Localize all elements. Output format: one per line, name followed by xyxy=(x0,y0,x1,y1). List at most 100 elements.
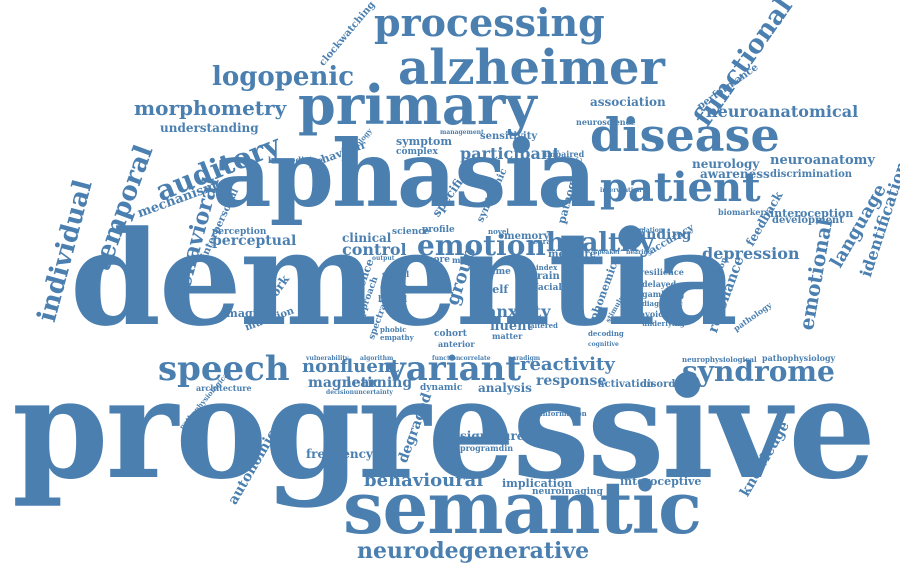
word-neuroanatomical: neuroanatomical xyxy=(706,102,859,121)
word-control: control xyxy=(342,240,407,259)
word-intervention: intervention xyxy=(600,187,642,194)
word-pathophysiology: pathophysiology xyxy=(762,353,836,363)
word-neuroanatomy: neuroanatomy xyxy=(770,153,875,168)
word-signature: signature xyxy=(460,429,525,443)
word-delayed: delayed xyxy=(642,279,677,289)
word-emotion: emotion xyxy=(417,229,546,262)
word-neurology: neurology xyxy=(692,157,760,171)
word-behavioural: behavioural xyxy=(364,470,484,491)
word-neuroimaging: neuroimaging xyxy=(532,487,603,497)
word-function: function xyxy=(432,355,461,362)
word-regulation: regulation xyxy=(628,227,664,234)
word-discrimination: discrimination xyxy=(770,169,853,180)
word-participant: participant xyxy=(460,144,560,163)
word-disorder: disorder xyxy=(640,379,687,390)
word-neural: neural xyxy=(528,237,554,246)
word-programdin: programdin xyxy=(460,443,514,453)
word-management: management xyxy=(440,129,484,136)
word-finding: finding xyxy=(636,227,692,243)
word-index: index xyxy=(536,263,558,272)
word-morphometry: morphometry xyxy=(134,96,287,120)
word-vulnerability: vulnerability xyxy=(306,355,349,362)
word-decoding: decoding xyxy=(588,329,624,338)
word-depression: depression xyxy=(702,244,800,263)
word-development: development xyxy=(772,215,844,226)
word-neuroscience: neuroscience xyxy=(576,117,636,127)
word-older: older xyxy=(380,283,407,293)
word-dementia: dementia xyxy=(70,202,738,355)
word-information: information xyxy=(540,409,587,418)
word-anxiety: anxiety xyxy=(486,302,551,321)
word-brain: brain xyxy=(530,271,560,282)
word-analysis: analysis xyxy=(478,381,532,395)
word-clockwatching: clockwatching xyxy=(317,0,378,69)
word-dynamic: dynamic xyxy=(420,383,463,393)
word-architecture: architecture xyxy=(196,383,252,393)
word-altered: altered xyxy=(530,321,558,330)
word-neurophysiological: neurophysiological xyxy=(682,355,757,364)
word-science: science xyxy=(392,227,430,237)
word-measure: measure xyxy=(548,249,596,260)
word-sensitivity: sensitivity xyxy=(480,131,538,142)
word-neurodegenerative: neurodegenerative xyxy=(357,538,590,564)
word-phobic: phobic xyxy=(380,325,407,334)
word-magnetic: magnetic xyxy=(308,375,382,391)
word-avoidance: avoidance xyxy=(640,309,685,319)
word-paradigm: paradigm xyxy=(508,355,541,362)
word-matter: matter xyxy=(492,331,523,341)
word-pathology: pathology xyxy=(731,299,774,334)
word-awareness: awareness xyxy=(700,167,770,181)
word-response: response xyxy=(536,373,607,389)
word-primary: primary xyxy=(298,73,537,137)
word-progressive: progressive xyxy=(12,347,876,510)
word-speaker: speaker xyxy=(594,249,621,256)
word-self: self xyxy=(486,283,509,296)
word-imaging: imaging xyxy=(222,307,273,320)
word-based: based xyxy=(378,295,408,305)
word-frequency: frequency xyxy=(306,447,373,461)
word-complex: complex xyxy=(396,147,438,157)
word-output: output xyxy=(372,255,395,262)
word-logopenic: logopenic xyxy=(212,62,355,92)
word-learning: learning xyxy=(346,375,413,391)
word-empathy: empathy xyxy=(380,333,414,342)
word-more: more xyxy=(424,255,450,265)
word-speech: speech xyxy=(158,349,290,389)
word-perception: perception xyxy=(212,227,267,237)
word-resilience: resilience xyxy=(640,267,684,277)
word-diagnostic: diagnostic xyxy=(642,299,683,308)
word-emotional: emotional xyxy=(794,216,838,332)
word-algorithm: algorithm xyxy=(360,355,394,362)
word-major: major xyxy=(452,255,479,265)
word-decision: decision xyxy=(326,389,354,396)
word-novel: novel xyxy=(488,227,509,236)
word-fluent: fluent xyxy=(490,319,533,334)
word-disease: disease xyxy=(590,108,780,162)
word-correlate: correlate xyxy=(460,355,491,362)
word-cognitive: cognitive xyxy=(588,341,619,348)
word-time: time xyxy=(488,267,511,277)
word-impaired: impaired xyxy=(544,149,585,159)
word-profile: profile xyxy=(422,225,455,235)
word-aphasia: aphasia xyxy=(212,120,597,228)
word-hearing: hearing xyxy=(626,249,653,256)
word-variant: variant xyxy=(386,349,522,389)
word-semantic: semantic xyxy=(343,465,702,550)
word-healthy: healthy xyxy=(546,228,655,258)
word-signal: signal xyxy=(382,269,410,279)
word-interoception: interoception xyxy=(770,207,854,220)
word-reactivity: reactivity xyxy=(520,354,615,375)
word-symptom: symptom xyxy=(396,135,452,148)
word-anterior: anterior xyxy=(438,339,475,349)
word-memory: memory xyxy=(504,231,550,242)
word-activation: activation xyxy=(598,379,654,390)
word-nonfluent: nonfluent xyxy=(302,356,400,377)
word-interoceptive: interoceptive xyxy=(620,475,702,488)
word-uncertainty: uncertainty xyxy=(354,389,393,396)
word-alzheimer: alzheimer xyxy=(398,40,665,96)
word-processing: processing xyxy=(374,0,605,45)
word-implication: implication xyxy=(502,477,573,490)
word-gambling: gambling xyxy=(642,289,685,299)
word-understanding: understanding xyxy=(160,121,259,135)
